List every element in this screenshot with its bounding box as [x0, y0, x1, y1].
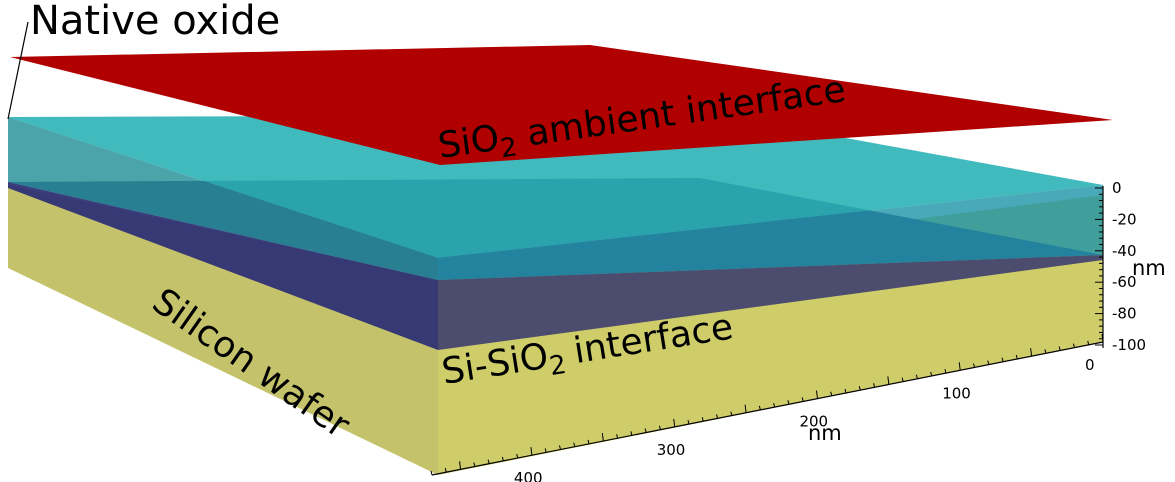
x-axis-tick — [444, 468, 447, 473]
x-axis-tick — [687, 419, 690, 425]
x-axis-tick — [459, 461, 462, 470]
z-axis-tick-label: -40 — [1112, 242, 1137, 260]
x-axis-tick — [516, 453, 519, 459]
x-axis-tick — [573, 442, 576, 447]
x-axis-tick — [958, 362, 961, 371]
si-sio2-left-face — [8, 182, 438, 350]
x-axis-tick — [730, 411, 733, 416]
z-axis-tick-label: 0 — [1112, 179, 1122, 197]
x-axis-tick — [501, 456, 504, 461]
x-axis-tick — [1072, 343, 1075, 348]
x-axis-tick — [430, 470, 433, 476]
x-axis-tick — [873, 383, 876, 388]
x-axis-unit: nm — [808, 421, 842, 445]
z-axis-tick-label: -100 — [1112, 336, 1146, 354]
x-axis-tick — [787, 400, 790, 405]
x-axis-line — [431, 341, 1104, 476]
x-axis-tick — [944, 369, 947, 374]
z-axis-tick-label: -80 — [1112, 305, 1137, 323]
x-axis-tick — [473, 462, 476, 467]
x-axis-tick — [858, 385, 861, 391]
oxide-left-face — [8, 117, 438, 280]
x-axis-tick — [973, 363, 975, 368]
x-axis-tick — [1030, 348, 1033, 357]
x-axis-tick — [587, 439, 590, 444]
x-axis-tick — [673, 418, 676, 427]
x-axis-tick-label: 300 — [657, 441, 686, 459]
native-oxide-layer — [8, 115, 1103, 280]
x-axis-tick-label: 200 — [799, 413, 828, 431]
x-axis-tick — [901, 377, 904, 382]
z-axis-tick-label: -20 — [1112, 210, 1137, 228]
x-axis-tick — [544, 448, 547, 453]
x-axis-tick — [1058, 346, 1061, 351]
sio2-ambient-interface-plane — [10, 45, 1113, 165]
x-axis-tick-label: 0 — [1085, 356, 1095, 374]
x-axis-tick — [1015, 354, 1018, 360]
x-axis-tick — [815, 390, 818, 399]
x-axis-tick — [830, 391, 833, 396]
x-axis-tick — [701, 417, 704, 422]
native-oxide-label: Native oxide — [30, 0, 280, 44]
x-axis-tick — [887, 376, 890, 385]
x-axis-tick — [744, 404, 747, 413]
x-axis-tick — [987, 360, 990, 365]
x-axis-tick — [616, 434, 619, 439]
z-axis-tick-label: -60 — [1112, 273, 1137, 291]
oxide-top-surface — [8, 115, 1103, 258]
x-axis-tick — [530, 447, 533, 456]
native-oxide-leader-line — [7, 21, 29, 120]
x-axis-tick-label: 100 — [942, 384, 971, 402]
z-axis-unit: nm — [1132, 256, 1166, 280]
x-axis-tick — [716, 414, 719, 419]
oxide-front-face — [438, 185, 1103, 280]
x-axis: 0 100 200 300 400 nm — [430, 333, 1104, 482]
x-axis-tick — [487, 459, 490, 464]
x-axis-tick — [630, 431, 633, 436]
x-axis-tick — [658, 425, 661, 430]
x-axis-tick — [844, 388, 847, 394]
x-axis-tick — [1001, 357, 1004, 362]
x-axis-tick — [1101, 333, 1104, 343]
x-axis-tick — [1087, 340, 1090, 345]
z-axis: 0 -20 -40 -60 -80 -100 nm — [1095, 179, 1166, 354]
si-sio2-front-face — [438, 255, 1103, 350]
x-axis-tick — [773, 402, 776, 408]
x-axis-tick — [915, 374, 918, 379]
x-axis-tick — [644, 428, 647, 433]
x-axis-tick — [801, 397, 804, 402]
x-axis-tick — [559, 445, 561, 450]
x-axis-tick — [601, 432, 604, 442]
x-axis-tick — [1044, 349, 1047, 354]
x-axis-tick — [930, 371, 933, 377]
x-axis-tick-label: 400 — [514, 469, 543, 482]
x-axis-tick — [758, 405, 761, 411]
